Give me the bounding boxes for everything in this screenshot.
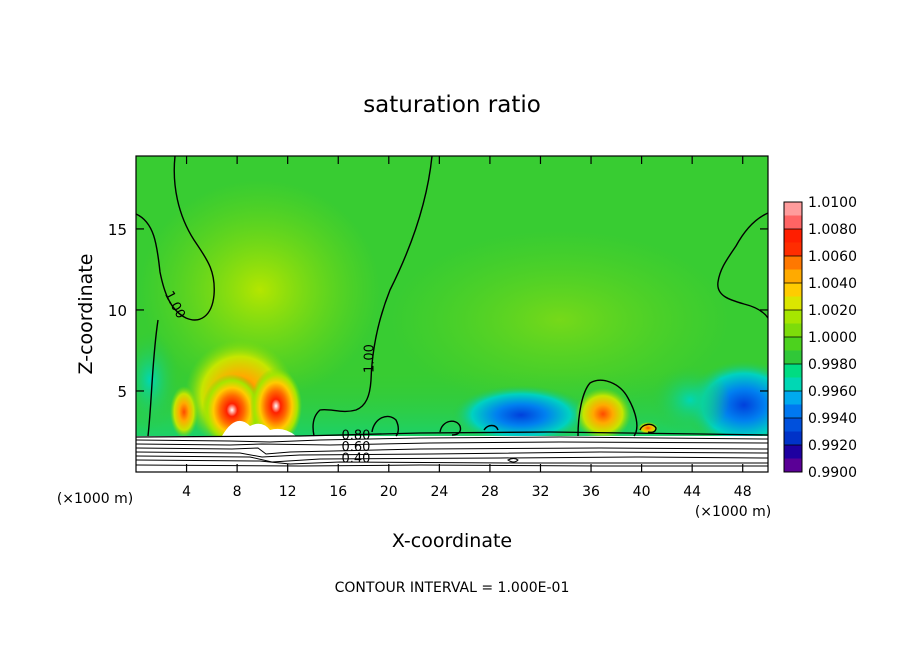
colorbar-swatch — [784, 350, 802, 365]
contour-interval-note: CONTOUR INTERVAL = 1.000E-01 — [335, 580, 570, 596]
colorbar-label: 0.9980 — [808, 357, 857, 373]
x-unit-right: (×1000 m) — [695, 504, 771, 520]
x-axis-ticks: 4 8 12 16 20 24 28 32 36 40 44 48 — [182, 156, 752, 500]
colorbar-swatch — [784, 418, 802, 432]
colorbar-swatch — [784, 242, 802, 257]
contour-label: 1.00 — [363, 344, 378, 373]
field-cyan-right — [650, 365, 730, 435]
colorbar-label: 1.0020 — [808, 303, 857, 319]
x-tick-label: 24 — [430, 484, 448, 500]
contour-label: 0.80 — [341, 429, 370, 444]
x-tick-label: 36 — [582, 484, 600, 500]
colorbar-swatch — [784, 269, 802, 284]
chart-title: saturation ratio — [363, 92, 541, 118]
field-core-white — [222, 420, 296, 436]
colorbar-swatch — [784, 229, 802, 243]
x-tick-label: 40 — [633, 484, 651, 500]
colorbar-swatch — [784, 323, 802, 338]
contour-label: 0.40 — [341, 451, 370, 466]
colorbar-swatch — [784, 215, 802, 230]
x-tick-label: 16 — [329, 484, 347, 500]
x-unit-left: (×1000 m) — [57, 491, 133, 507]
colorbar-swatch — [784, 202, 802, 216]
y-tick-label: 10 — [108, 302, 127, 320]
colorbar-swatch — [784, 337, 802, 351]
contour-bump-a — [371, 415, 399, 437]
colorbar-label: 1.0060 — [808, 249, 857, 265]
colorbar-swatch — [784, 310, 802, 324]
x-tick-label: 8 — [233, 484, 242, 500]
y-tick-label: 15 — [108, 221, 127, 239]
field-band-upper — [140, 180, 380, 400]
colorbar-swatch — [784, 431, 802, 446]
x-tick-label: 32 — [532, 484, 550, 500]
colorbar-swatch — [784, 296, 802, 311]
contour-left-lower — [147, 319, 159, 437]
contour-bump-d — [639, 423, 657, 434]
y-axis-label: Z-coordinate — [75, 254, 97, 375]
field-high-right — [575, 388, 631, 440]
field-low-center — [451, 385, 591, 445]
field-cyan-left — [136, 330, 180, 430]
colorbar-label: 0.9940 — [808, 411, 857, 427]
colorbar-label: 0.9900 — [808, 465, 857, 481]
contour-right-edge — [717, 212, 768, 319]
colorbar-label: 1.0040 — [808, 276, 857, 292]
contour-bump-b — [439, 420, 462, 436]
x-tick-label: 48 — [734, 484, 752, 500]
colorbar-swatch — [784, 458, 802, 473]
field-high-edge — [170, 386, 198, 438]
x-axis-label: X-coordinate — [392, 530, 512, 552]
x-tick-label: 4 — [182, 484, 191, 500]
colorbar-label: 1.0080 — [808, 222, 857, 238]
colorbar-label: 1.0100 — [808, 195, 857, 211]
y-tick-label: 5 — [117, 383, 127, 401]
colorbar-label: 0.9920 — [808, 438, 857, 454]
unity-contours — [136, 156, 768, 437]
field-band-right — [390, 230, 730, 410]
contour-bump-c — [483, 424, 499, 431]
colorbar-swatch — [784, 404, 802, 419]
contour-center — [312, 156, 433, 437]
contour-left-plume — [136, 156, 215, 321]
x-tick-label: 28 — [481, 484, 499, 500]
x-tick-label: 20 — [380, 484, 398, 500]
colorbar: 1.0100 1.0080 1.0060 1.0040 1.0020 1.0000 0.99… — [783, 195, 857, 481]
colorbar-label: 0.9960 — [808, 384, 857, 400]
low-level-contours — [136, 436, 768, 467]
contour-right-plume — [577, 379, 638, 437]
colorbar-label: 1.0000 — [808, 330, 857, 346]
lower-boundary — [136, 431, 768, 438]
plot-frame — [135, 155, 769, 473]
contour-label: 0.60 — [341, 440, 370, 455]
colorbar-swatch — [784, 364, 802, 378]
colorbar-swatch — [784, 391, 802, 405]
y-axis-ticks: 5 10 15 — [108, 221, 768, 401]
colorbar-swatch — [784, 445, 802, 459]
plot-area — [136, 156, 768, 472]
x-tick-label: 12 — [279, 484, 297, 500]
colorbar-swatch — [784, 377, 802, 392]
colorbar-swatch — [784, 283, 802, 297]
x-tick-label: 44 — [683, 484, 701, 500]
colorbar-swatch — [784, 256, 802, 270]
